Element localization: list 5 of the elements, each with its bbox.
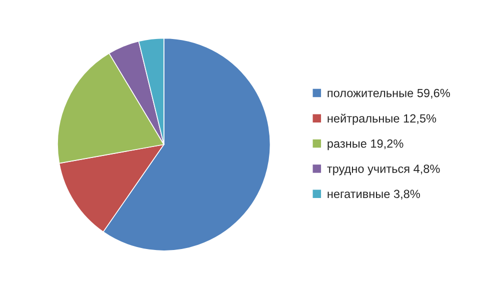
legend-label: трудно учиться 4,8% [327,164,440,176]
legend-label: положительные 59,6% [328,88,450,99]
legend-label: нейтральные 12,5% [328,114,436,125]
legend-label: разные 19,2% [328,139,404,150]
legend-label: негативные 3,8% [328,190,420,200]
